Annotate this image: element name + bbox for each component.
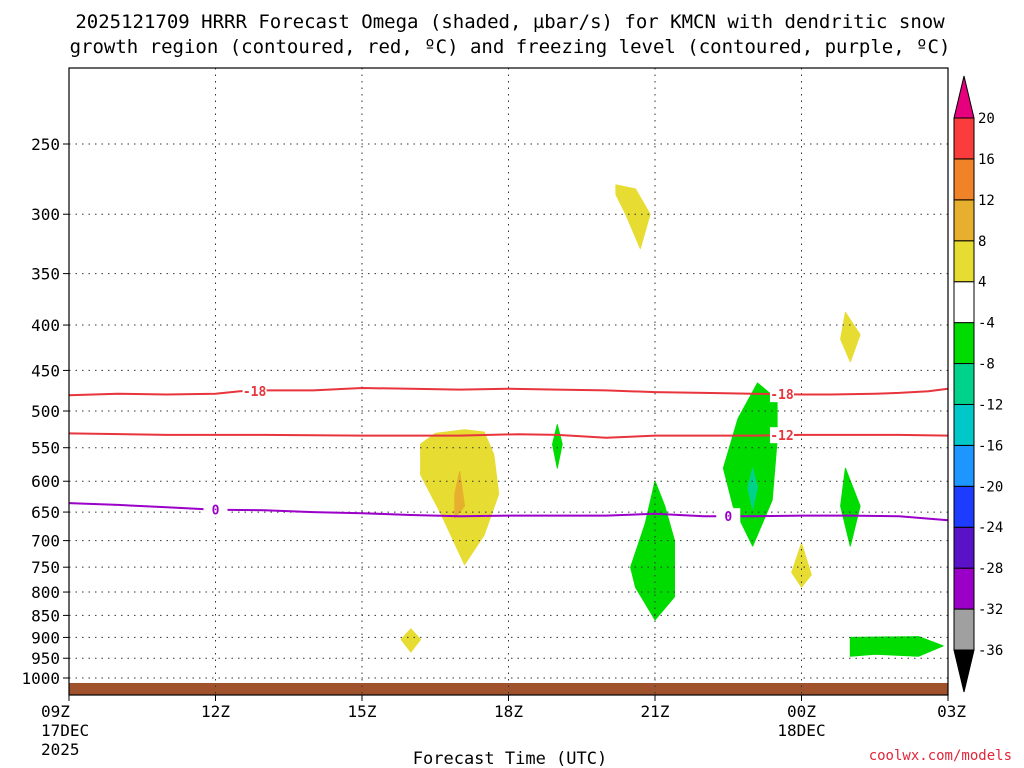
colorbar-label--24: -24 xyxy=(978,520,1003,536)
omega-region-1 xyxy=(840,311,861,363)
contour-label-bg-0-1 xyxy=(716,508,741,525)
colorbar: -36 -32 -28 -24 -20 -16 -12 -8 -4 4 8 12 16 20 xyxy=(953,75,1003,693)
colorbar-bin-16-to-20 xyxy=(953,117,975,160)
x-tick-label-03Z: 03Z xyxy=(937,702,966,721)
ground-layer xyxy=(69,682,948,695)
colorbar-bin--24-to--20 xyxy=(953,485,975,528)
omega-region-11 xyxy=(400,628,422,653)
y-tick-label-950: 950 xyxy=(31,649,60,668)
colorbar-bin--20-to--16 xyxy=(953,444,975,487)
omega-region-4 xyxy=(552,424,563,469)
colorbar-label--20: -20 xyxy=(978,479,1003,495)
contour--18 xyxy=(68,386,949,397)
x-axis-title: Forecast Time (UTC) xyxy=(413,749,607,768)
colorbar-bin--12-to--8 xyxy=(953,363,975,405)
contour-label-bg--18-1 xyxy=(769,386,794,403)
omega-region-0 xyxy=(615,184,651,250)
colorbar-bin--4-to-4 xyxy=(953,281,975,324)
x-tick-date-00Z: 18DEC xyxy=(777,721,825,740)
x-tick-label-00Z: 00Z xyxy=(787,702,816,721)
omega-region-9 xyxy=(791,542,812,588)
contour-label-bg-0-0 xyxy=(203,501,228,518)
x-tick-label-12Z: 12Z xyxy=(201,702,230,721)
plot-frame xyxy=(68,67,949,696)
omega-shading xyxy=(400,184,944,657)
colorbar-bin--36-to--32 xyxy=(953,608,975,651)
colorbar-label--32: -32 xyxy=(978,602,1003,618)
colorbar-arrow-top xyxy=(953,75,975,119)
contour-label-bg--18-0 xyxy=(242,382,267,399)
y-tick-label-450: 450 xyxy=(31,361,60,380)
y-tick-label-550: 550 xyxy=(31,439,60,458)
colorbar-bin-8-to-12 xyxy=(953,199,975,242)
y-tick-label-350: 350 xyxy=(31,265,60,284)
contour-label-0-1: 0 xyxy=(724,510,732,525)
contour-label-0-0: 0 xyxy=(212,504,220,519)
x-tick-date-09Z: 17DEC xyxy=(41,721,89,740)
y-tick-label-300: 300 xyxy=(31,205,60,224)
colorbar-label-16: 16 xyxy=(978,152,995,168)
x-tick-label-21Z: 21Z xyxy=(641,702,670,721)
omega-region-3 xyxy=(454,471,465,519)
colorbar-label--36: -36 xyxy=(978,643,1003,659)
x-tick-label-15Z: 15Z xyxy=(348,702,377,721)
y-tick-label-900: 900 xyxy=(31,628,60,647)
x-tick-label-09Z: 09Z xyxy=(41,702,70,721)
chart-title-line2: growth region (contoured, red, ºC) and f… xyxy=(70,36,951,58)
omega-region-10 xyxy=(849,636,944,657)
ground-fill xyxy=(69,682,948,695)
credit-text: coolwx.com/models xyxy=(869,748,1012,764)
omega-region-5 xyxy=(630,480,675,621)
x-tick-year-09Z: 2025 xyxy=(41,740,80,759)
colorbar-bin--28-to--24 xyxy=(953,526,975,569)
colorbar-bin-12-to-16 xyxy=(953,158,975,201)
omega-region-7 xyxy=(747,467,758,510)
colorbar-label-12: 12 xyxy=(978,193,995,209)
y-tick-label-1000: 1000 xyxy=(21,669,60,688)
colorbar-label-8: 8 xyxy=(978,234,986,250)
y-tick-label-800: 800 xyxy=(31,583,60,602)
y-tick-label-400: 400 xyxy=(31,316,60,335)
y-tick-label-500: 500 xyxy=(31,402,60,421)
contour-lines: -18 -18 -12 0 0 xyxy=(68,382,949,525)
colorbar-label--8: -8 xyxy=(978,357,995,373)
y-tick-label-250: 250 xyxy=(31,135,60,154)
colorbar-bin--8-to--4 xyxy=(953,322,975,365)
colorbar-label--4: -4 xyxy=(978,316,995,332)
colorbar-label-20: 20 xyxy=(978,111,995,127)
contour-label--12-0: -12 xyxy=(770,429,793,444)
colorbar-bin-4-to-8 xyxy=(953,240,975,283)
contour-label--18-0: -18 xyxy=(243,385,267,400)
colorbar-arrow-bottom xyxy=(953,649,975,693)
grid-lines xyxy=(69,68,948,695)
y-tick-label-700: 700 xyxy=(31,532,60,551)
contour-label--18-1: -18 xyxy=(770,388,794,403)
colorbar-label--12: -12 xyxy=(978,397,1003,413)
chart-title: 2025121709 HRRR Forecast Omega (shaded, … xyxy=(75,11,945,33)
omega-region-8 xyxy=(840,467,861,547)
y-tick-label-750: 750 xyxy=(31,558,60,577)
contour-label-bg--12-0 xyxy=(769,427,794,444)
y-tick-label-650: 650 xyxy=(31,503,60,522)
contour--12 xyxy=(68,432,949,439)
colorbar-label-4: 4 xyxy=(978,275,986,291)
colorbar-label--28: -28 xyxy=(978,561,1003,577)
colorbar-label--16: -16 xyxy=(978,438,1003,454)
y-axis-ticks: 250 300 350 400 450 500 550 600 650 700 750 800 850 9… xyxy=(21,135,69,688)
colorbar-bin--16-to--12 xyxy=(953,403,975,446)
x-tick-label-18Z: 18Z xyxy=(494,702,523,721)
colorbar-bin--32-to--28 xyxy=(953,567,975,610)
y-tick-label-850: 850 xyxy=(31,606,60,625)
y-tick-label-600: 600 xyxy=(31,472,60,491)
